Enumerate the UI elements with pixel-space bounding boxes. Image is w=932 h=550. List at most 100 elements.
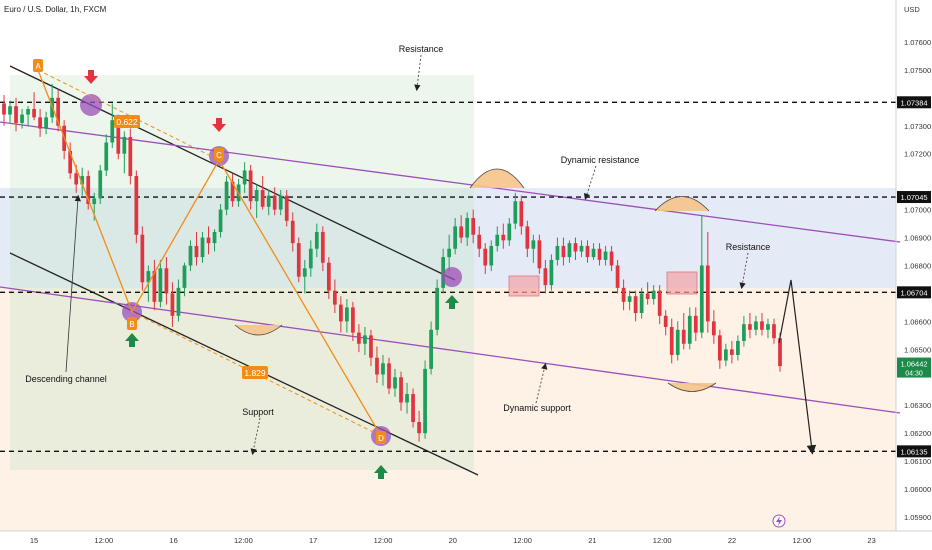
candle-body xyxy=(507,223,512,241)
candle-body xyxy=(393,377,397,389)
price-level-label: 1.06135 xyxy=(900,447,927,456)
candle-body xyxy=(98,170,103,199)
candle-body xyxy=(555,245,560,260)
candle-body xyxy=(363,335,367,344)
dynamic-resistance-line xyxy=(0,121,901,243)
resistance-right-label: Resistance xyxy=(726,242,771,252)
y-tick-label: 1.06000 xyxy=(904,485,931,494)
candle-body xyxy=(80,176,85,185)
x-tick-label: 16 xyxy=(169,536,177,545)
candle-body xyxy=(705,265,710,322)
candle-body xyxy=(122,136,127,154)
candle-body xyxy=(513,201,518,224)
y-tick-label: 1.06300 xyxy=(904,401,931,410)
candle-body xyxy=(230,181,235,202)
projection-arrow xyxy=(778,279,817,455)
currency-label: USD xyxy=(904,5,920,14)
pivot-circle-1 xyxy=(80,94,102,116)
candle-body xyxy=(754,321,758,330)
x-tick-label: 12:00 xyxy=(234,536,253,545)
candle-body xyxy=(272,195,277,210)
candle-body xyxy=(748,324,752,330)
candle-body xyxy=(549,259,554,286)
price-level-tag xyxy=(897,96,931,109)
candle-body xyxy=(86,176,91,205)
candle-body xyxy=(369,335,373,358)
candle-body xyxy=(579,245,584,252)
candle-body xyxy=(32,108,36,118)
candle-body xyxy=(573,243,578,252)
candle-body xyxy=(375,357,379,375)
candle-body xyxy=(212,231,217,244)
candle-body xyxy=(417,422,421,434)
candle-body xyxy=(320,231,325,263)
resistance-right-pointer xyxy=(739,252,749,290)
candle-body xyxy=(152,271,157,302)
candle-body xyxy=(657,290,662,316)
candle-body xyxy=(465,217,470,238)
resistance-top-pointer xyxy=(414,54,422,92)
candle-body xyxy=(772,324,776,339)
fib-connector-bd xyxy=(131,311,382,437)
x-tick-label: 12:00 xyxy=(513,536,532,545)
candle-body xyxy=(194,245,199,258)
candle-body xyxy=(621,287,626,302)
candle-body xyxy=(314,231,319,249)
candle-body xyxy=(453,226,458,249)
highlight-box-right xyxy=(666,271,698,295)
candle-body xyxy=(633,296,638,314)
candle-body xyxy=(778,338,782,367)
resistance-top-label: Resistance xyxy=(399,44,444,54)
candle-body xyxy=(351,307,355,333)
candle-body xyxy=(345,307,349,322)
x-tick-label: 12:00 xyxy=(374,536,393,545)
candle-body xyxy=(663,315,668,327)
y-tick-label: 1.06200 xyxy=(904,429,931,438)
candle-body xyxy=(128,136,133,177)
y-tick-label: 1.07000 xyxy=(904,206,931,215)
candle-body xyxy=(483,248,488,266)
candle-body xyxy=(651,290,656,300)
candle-body xyxy=(332,290,337,305)
y-tick-label: 1.07200 xyxy=(904,150,931,159)
candle-body xyxy=(471,217,476,235)
candle-body xyxy=(561,245,566,258)
candle-body xyxy=(711,321,716,336)
candle-body xyxy=(302,268,307,277)
y-tick-label: 1.06100 xyxy=(904,457,931,466)
price-level-tag xyxy=(897,286,931,299)
x-tick-label: 23 xyxy=(867,536,875,545)
chart-title: Euro / U.S. Dollar, 1h, FXCM xyxy=(4,5,107,14)
point-c-label: C xyxy=(216,151,222,160)
descending-channel-fill xyxy=(10,75,474,470)
support-label: Support xyxy=(242,407,274,417)
price-level-label: 1.06704 xyxy=(900,288,927,297)
current-price-label: 1.06442 xyxy=(900,360,927,369)
candle-body xyxy=(405,394,409,403)
lower-zone-band xyxy=(0,288,896,531)
candle-body xyxy=(717,335,722,361)
point-b-label: B xyxy=(129,320,134,329)
candle-body xyxy=(525,226,530,249)
candle-body xyxy=(501,234,506,241)
x-tick-label: 22 xyxy=(728,536,736,545)
x-tick-label: 21 xyxy=(588,536,596,545)
harmonic-pattern-layer: A B C D 0.622 1.829 xyxy=(33,59,386,444)
point-d-label: D xyxy=(378,434,384,443)
annotation-layer: Resistance Dynamic resistance Resistance… xyxy=(25,44,771,456)
candle-body xyxy=(519,201,524,227)
y-tick-label: 1.06900 xyxy=(904,234,931,243)
candle-body xyxy=(681,329,686,344)
candle-body xyxy=(296,243,301,277)
dome-top-right xyxy=(654,196,710,212)
candle-body xyxy=(170,293,175,316)
upper-zone-band xyxy=(0,0,896,188)
candle-body xyxy=(116,120,121,154)
dynamic-support-line xyxy=(0,286,901,414)
candle-body xyxy=(429,329,433,369)
y-tick-label: 1.06800 xyxy=(904,262,931,271)
candle-body xyxy=(104,142,109,171)
candle-body xyxy=(44,117,48,129)
buy-arrow-1 xyxy=(125,333,139,347)
